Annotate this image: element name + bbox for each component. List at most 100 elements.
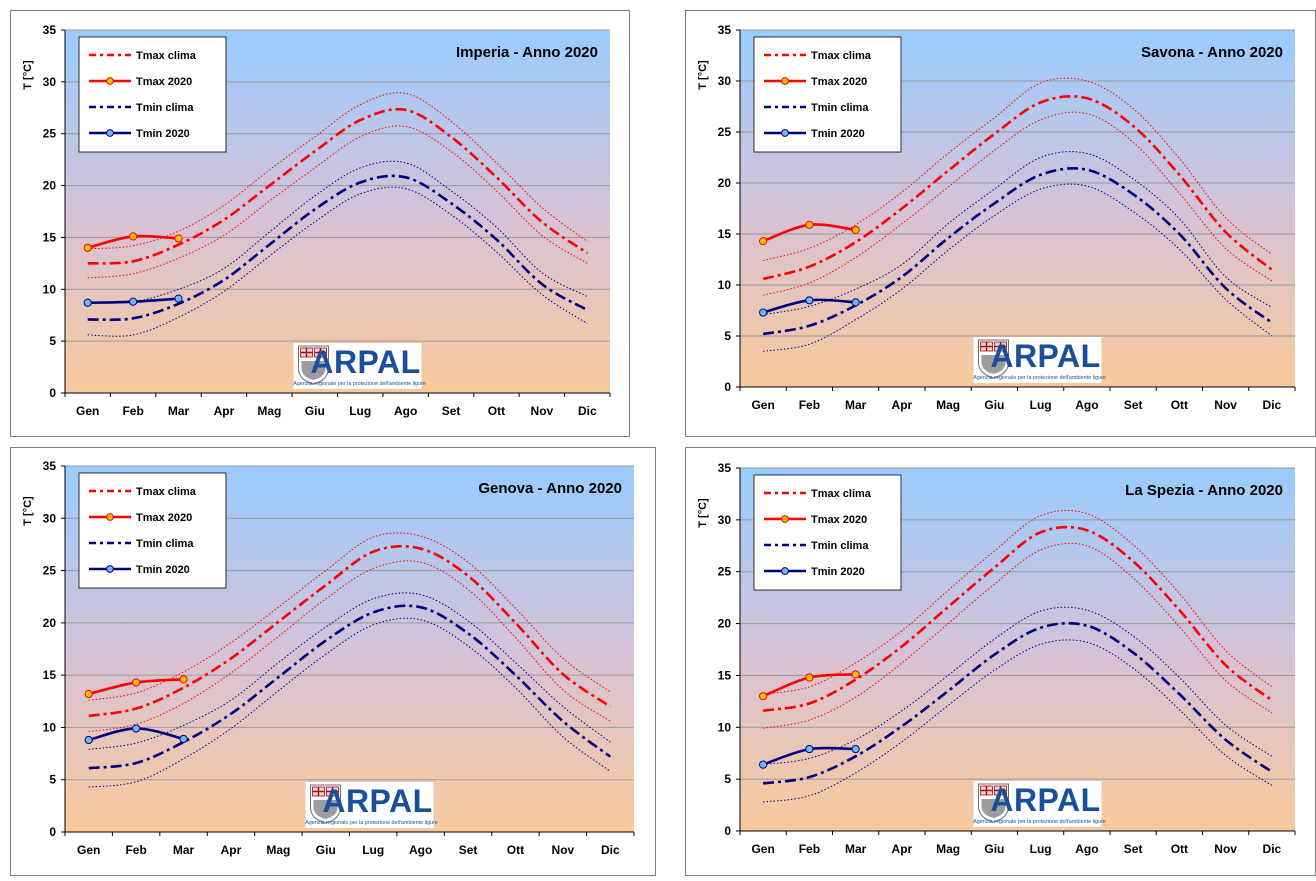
series-line-tmin-band xyxy=(763,183,1273,352)
legend-marker-tmax-2020 xyxy=(106,513,114,521)
legend-label-tmax-2020: Tmax 2020 xyxy=(811,514,867,526)
y-axis-label: T [°C] xyxy=(22,60,34,90)
y-tick-label: 10 xyxy=(718,720,732,734)
legend-label-tmax-2020: Tmax 2020 xyxy=(811,76,867,88)
liguria-shield-icon xyxy=(310,784,341,824)
chart-panel-savona: 0 5 10 15 20 25 30 35 Gen Feb Mar Apr Mag Giu Lug Ago Se… xyxy=(685,10,1316,437)
x-tick-label-ott: Ott xyxy=(488,404,505,418)
data-point-tmin-2020-feb xyxy=(129,297,138,306)
y-tick-label: 20 xyxy=(43,179,57,193)
legend: Tmax clima Tmax 2020 Tmin clima Tmin 2020 xyxy=(78,36,227,153)
series-line-tmin-clima xyxy=(87,174,588,322)
legend-label-tmax-clima: Tmax clima xyxy=(136,486,197,498)
x-tick-label-mag: Mag xyxy=(936,398,960,412)
liguria-shield-icon xyxy=(978,783,1009,823)
data-point-tmin-2020-gen xyxy=(83,298,92,307)
y-axis-label: T [°C] xyxy=(22,496,34,526)
liguria-shield-icon xyxy=(978,339,1009,379)
y-tick-label: 30 xyxy=(718,513,732,527)
y-tick-label: 5 xyxy=(724,772,731,786)
x-tick-label-lug: Lug xyxy=(362,843,384,857)
x-tick-label-nov: Nov xyxy=(1214,842,1237,856)
series-line-tmax-band xyxy=(762,111,1273,296)
legend-label-tmin-2020: Tmin 2020 xyxy=(136,564,190,576)
x-tick-label-giu: Giu xyxy=(984,398,1004,412)
x-tick-label-apr: Apr xyxy=(214,404,235,418)
x-tick-label-set: Set xyxy=(442,404,461,418)
data-point-tmax-2020-mar xyxy=(851,225,860,235)
y-tick-label: 15 xyxy=(43,668,57,682)
chart-panel-imperia: 0 5 10 15 20 25 30 35 Gen Feb Mar Apr Mag Giu Lug Ago Se… xyxy=(10,10,630,437)
y-tick-label: 0 xyxy=(49,825,56,839)
series-line-tmin-band xyxy=(763,639,1273,803)
y-tick-label: 0 xyxy=(49,386,56,400)
x-tick-label-lug: Lug xyxy=(1030,398,1052,412)
series-line-tmax-clima xyxy=(88,544,612,718)
series-line-tmax-band xyxy=(763,510,1273,695)
chart-title: Savona - Anno 2020 xyxy=(1141,44,1283,61)
series-line-tmax-band xyxy=(88,532,611,701)
data-point-tmax-2020-feb xyxy=(132,678,141,687)
x-tick-label-gen: Gen xyxy=(751,842,774,856)
x-tick-label-apr: Apr xyxy=(221,843,242,857)
chart-svg-imperia: 0 5 10 15 20 25 30 35 Gen Feb Mar Apr Mag Giu Lug Ago Se… xyxy=(10,10,630,437)
legend-marker-tmin-2020 xyxy=(781,129,789,137)
x-tick-label-mar: Mar xyxy=(168,404,190,418)
legend-label-tmin-clima: Tmin clima xyxy=(811,540,869,552)
x-tick-label-apr: Apr xyxy=(892,398,913,412)
x-tick-label-gen: Gen xyxy=(751,398,774,412)
legend-label-tmin-2020: Tmin 2020 xyxy=(136,128,190,140)
x-tick-label-mag: Mag xyxy=(266,843,290,857)
y-tick-label: 20 xyxy=(718,617,732,631)
y-axis-label: T [°C] xyxy=(697,498,709,528)
y-tick-label: 15 xyxy=(43,230,57,244)
data-point-tmax-2020-mar xyxy=(179,675,188,684)
logo-tagline: Agenzia regionale per la protezione dell… xyxy=(973,375,1106,381)
x-tick-label-gen: Gen xyxy=(76,404,99,418)
y-tick-label: 15 xyxy=(718,227,732,241)
y-tick-label: 30 xyxy=(43,511,57,525)
logo-tagline: Agenzia regionale per la protezione dell… xyxy=(973,819,1106,825)
chart-panel-genova: 0 5 10 15 20 25 30 35 Gen Feb Mar Apr Mag Giu Lug Ago Se… xyxy=(10,447,656,876)
data-point-tmin-2020-gen xyxy=(759,308,768,317)
x-tick-label-ago: Ago xyxy=(409,843,432,857)
x-tick-label-dic: Dic xyxy=(1263,398,1282,412)
x-tick-label-giu: Giu xyxy=(984,842,1004,856)
legend: Tmax clima Tmax 2020 Tmin clima Tmin 2020 xyxy=(78,472,227,589)
y-tick-label: 25 xyxy=(718,565,732,579)
logo-text: ARPAL xyxy=(322,783,432,819)
data-point-tmin-2020-feb xyxy=(805,296,814,305)
legend-label-tmin-clima: Tmin clima xyxy=(811,102,869,114)
data-point-tmin-2020-gen xyxy=(84,735,93,745)
legend-label-tmin-2020: Tmin 2020 xyxy=(811,566,865,578)
logo-tagline: Agenzia regionale per la protezione dell… xyxy=(293,381,426,387)
y-tick-label: 35 xyxy=(43,23,57,37)
data-point-tmax-2020-gen xyxy=(83,243,92,252)
x-tick-label-giu: Giu xyxy=(316,843,336,857)
legend-label-tmax-clima: Tmax clima xyxy=(811,488,872,500)
x-tick-label-dic: Dic xyxy=(578,404,597,418)
y-tick-label: 35 xyxy=(718,23,732,37)
data-point-tmin-2020-gen xyxy=(759,760,768,769)
x-tick-label-lug: Lug xyxy=(349,404,371,418)
legend: Tmax clima Tmax 2020 Tmin clima Tmin 2020 xyxy=(753,474,902,591)
series-line-tmin-clima xyxy=(88,604,612,770)
y-tick-label: 35 xyxy=(718,461,732,475)
x-tick-label-set: Set xyxy=(1124,842,1143,856)
data-point-tmax-2020-gen xyxy=(759,692,768,701)
y-tick-label: 20 xyxy=(43,616,57,630)
data-point-tmin-2020-mar xyxy=(851,744,860,754)
x-tick-label-lug: Lug xyxy=(1030,842,1052,856)
data-point-tmax-2020-gen xyxy=(84,689,93,699)
series-line-tmin-band xyxy=(88,592,611,750)
y-tick-label: 5 xyxy=(724,329,731,343)
data-point-tmin-2020-mar xyxy=(851,298,860,307)
x-tick-label-mar: Mar xyxy=(845,842,867,856)
x-tick-label-ago: Ago xyxy=(394,404,417,418)
y-tick-label: 10 xyxy=(43,720,57,734)
logo-tagline: Agenzia regionale per la protezione dell… xyxy=(305,820,438,826)
x-tick-label-dic: Dic xyxy=(601,843,620,857)
